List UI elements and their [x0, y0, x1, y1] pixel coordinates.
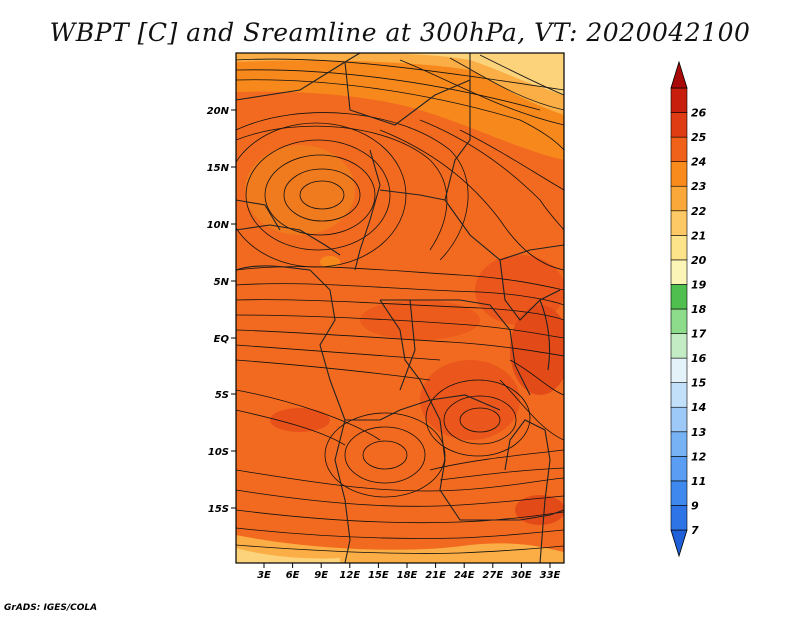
- colorbar-label: 18: [691, 303, 707, 316]
- colorbar-swatch: [670, 235, 688, 261]
- colorbar-swatch: [670, 112, 688, 138]
- lon-label: 3E: [257, 570, 271, 581]
- lon-label: 24E: [454, 570, 475, 581]
- colorbar-label: 12: [691, 450, 707, 463]
- lon-label: 21E: [425, 570, 446, 581]
- colorbar-swatch: [670, 210, 688, 236]
- colorbar-label: 9: [691, 499, 699, 512]
- colorbar-swatch: [670, 357, 688, 383]
- colorbar-lower-arrow: [670, 529, 688, 558]
- colorbar-label: 15: [691, 377, 707, 390]
- colorbar-label: 19: [691, 278, 707, 291]
- lat-label: 15N: [207, 163, 230, 174]
- wbpt-field: [236, 53, 564, 563]
- lon-label: 33E: [540, 570, 561, 581]
- plot-title: WBPT [C] and Sreamline at 300hPa, VT: 20…: [49, 18, 751, 47]
- colorbar-swatch: [670, 406, 688, 433]
- latitude-axis: 20N 15N 10N 5N EQ 5S 10S 15S: [207, 106, 236, 515]
- colorbar-swatch: [670, 505, 688, 531]
- lon-label: 18E: [397, 570, 418, 581]
- colorbar-swatch: [670, 136, 688, 162]
- lon-label: 12E: [339, 570, 360, 581]
- country-boundaries: [236, 53, 564, 563]
- grads-credit: GrADS: IGES/COLA: [4, 603, 98, 613]
- colorbar-swatch: [670, 480, 688, 506]
- colorbar-label: 7: [691, 524, 699, 537]
- colorbar-swatch: [670, 308, 688, 334]
- streamlines: [236, 54, 564, 554]
- colorbar-swatch: [670, 333, 688, 359]
- lon-label: 15E: [368, 570, 389, 581]
- lon-label: 6E: [286, 570, 300, 581]
- lon-label: 27E: [482, 570, 503, 581]
- colorbar-label: 16: [691, 352, 707, 365]
- colorbar-label: 11: [691, 475, 706, 488]
- colorbar-label: 25: [691, 131, 707, 144]
- colorbar-swatch: [670, 87, 688, 113]
- colorbar-label: 21: [691, 229, 706, 242]
- longitude-axis: 3E 6E 9E 12E 15E 18E 21E 24E 27E 30E 33E: [257, 563, 561, 581]
- lat-label: 10S: [208, 447, 229, 458]
- colorbar-label: 22: [691, 205, 707, 218]
- colorbar-upper-arrow: [670, 60, 688, 89]
- lat-label: 5N: [214, 277, 230, 288]
- lat-label: 15S: [208, 504, 229, 515]
- colorbar-label: 13: [691, 426, 707, 439]
- colorbar-swatch: [670, 259, 688, 285]
- lat-label: 5S: [215, 390, 229, 401]
- colorbar-swatch: [670, 185, 688, 212]
- lat-label: 10N: [207, 220, 230, 231]
- colorbar-swatch: [670, 431, 688, 457]
- lon-label: 9E: [314, 570, 328, 581]
- colorbar-swatch: [670, 456, 688, 482]
- colorbar-swatch: [670, 161, 688, 187]
- colorbar-label: 17: [691, 328, 707, 341]
- lon-label: 30E: [511, 570, 532, 581]
- colorbar-swatch: [670, 382, 688, 408]
- colorbar-label: 20: [691, 254, 707, 267]
- colorbar-swatch: [670, 284, 688, 310]
- colorbar-label: 23: [691, 180, 707, 193]
- colorbar-label: 26: [691, 107, 707, 120]
- lat-label: EQ: [214, 334, 230, 345]
- map-frame: [235, 52, 565, 564]
- colorbar: 7 9 11 12 13 14 15 16 17 18 19 20 21 22 23 24 25 26: [670, 60, 707, 558]
- colorbar-label: 14: [691, 401, 706, 414]
- lat-label: 20N: [207, 106, 230, 117]
- colorbar-label: 24: [691, 156, 706, 169]
